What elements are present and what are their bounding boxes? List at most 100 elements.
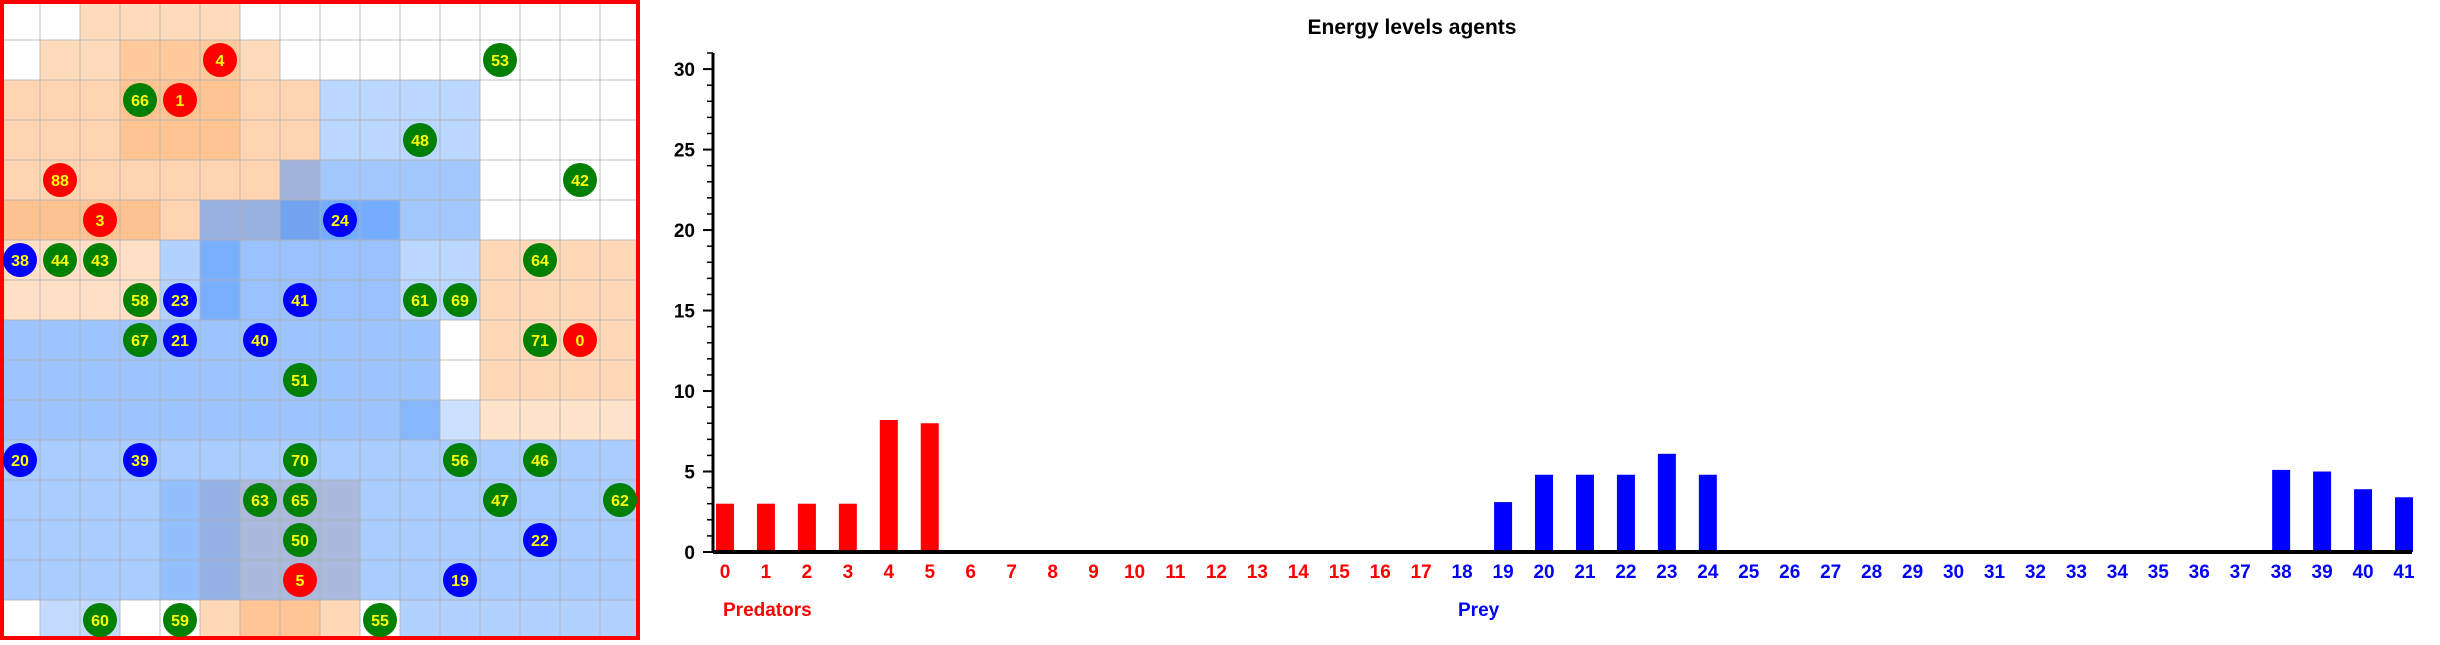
agent-id-label: 47 [491, 493, 509, 510]
x-tick-label: 27 [1820, 562, 1841, 583]
bar-agent-22 [1616, 474, 1635, 552]
agent-id-label: 38 [11, 253, 29, 270]
plant-marker [403, 123, 437, 157]
prey-agent: 39 [123, 443, 157, 477]
plant-agent: 67 [123, 323, 157, 357]
plant-marker [563, 163, 597, 197]
x-tick-label: 16 [1370, 562, 1391, 583]
y-tick-label: 30 [674, 60, 695, 81]
plant-marker [483, 483, 517, 517]
prey-marker [3, 243, 37, 277]
x-tick-label: 17 [1411, 562, 1432, 583]
agent-id-label: 66 [131, 93, 149, 110]
plant-agent: 51 [283, 363, 317, 397]
agent-id-label: 1 [176, 93, 185, 110]
predator-agent: 88 [43, 163, 77, 197]
x-tick-label: 6 [965, 562, 976, 583]
x-tick-label: 9 [1088, 562, 1099, 583]
prey-agent: 21 [163, 323, 197, 357]
agent-id-label: 46 [531, 453, 549, 470]
plant-marker [523, 443, 557, 477]
x-tick-label: 38 [2271, 562, 2292, 583]
prey-agent: 23 [163, 283, 197, 317]
plant-agent: 56 [443, 443, 477, 477]
energy-chart: Energy levels agents Predators Prey 0 5 10… [640, 0, 2440, 640]
grid-canvas: 4 53 66 1 48 88 42 3 24 38 44 43 64 58 23 41 61 69 67 21 40 7… [0, 0, 640, 640]
plant-agent: 59 [163, 603, 197, 637]
plant-agent: 46 [523, 443, 557, 477]
x-tick-label: 40 [2352, 562, 2373, 583]
agent-id-label: 88 [51, 173, 69, 190]
bar-agent-41 [2395, 497, 2413, 552]
plant-agent: 43 [83, 243, 117, 277]
plant-marker [43, 243, 77, 277]
agent-id-label: 60 [91, 613, 109, 630]
plant-agent: 66 [123, 83, 157, 117]
bar-agent-24 [1698, 474, 1717, 552]
x-tick-label: 19 [1493, 562, 1514, 583]
agent-id-label: 67 [131, 333, 149, 350]
x-tick-label: 4 [884, 562, 895, 583]
x-tick-label: 20 [1533, 562, 1554, 583]
group-label-predators: Predators [723, 600, 812, 621]
agent-id-label: 5 [296, 573, 305, 590]
y-tick-label: 20 [674, 221, 695, 242]
x-tick-label: 32 [2025, 562, 2046, 583]
bar-agent-2 [797, 503, 816, 552]
x-tick-label: 14 [1288, 562, 1310, 583]
predator-marker [163, 83, 197, 117]
agent-id-label: 58 [131, 293, 149, 310]
predator-agent: 3 [83, 203, 117, 237]
plant-marker [283, 483, 317, 517]
x-tick-label: 18 [1452, 562, 1473, 583]
bar-agent-19 [1494, 502, 1513, 552]
predator-agent: 5 [283, 563, 317, 597]
agent-id-label: 44 [51, 253, 69, 270]
chart-canvas: Energy levels agents Predators Prey 0510… [674, 16, 2415, 621]
plant-agent: 53 [483, 43, 517, 77]
prey-agent: 41 [283, 283, 317, 317]
agent-id-label: 55 [371, 613, 389, 630]
bar-agent-40 [2354, 489, 2373, 552]
agent-id-label: 40 [251, 333, 269, 350]
plant-marker [83, 603, 117, 637]
prey-marker [163, 283, 197, 317]
x-tick-label: 3 [843, 562, 854, 583]
x-tick-label: 33 [2066, 562, 2087, 583]
plant-agent: 44 [43, 243, 77, 277]
prey-agent: 20 [3, 443, 37, 477]
agent-id-label: 42 [571, 173, 589, 190]
predator-agent: 4 [203, 43, 237, 77]
plant-marker [123, 323, 157, 357]
x-tick-label: 41 [2393, 562, 2415, 583]
prey-marker [283, 283, 317, 317]
agent-id-label: 53 [491, 53, 509, 70]
prey-agent: 38 [3, 243, 37, 277]
prey-marker [3, 443, 37, 477]
y-tick-label: 15 [674, 302, 696, 323]
y-tick-label: 5 [684, 463, 695, 484]
plant-agent: 55 [363, 603, 397, 637]
plant-marker [123, 283, 157, 317]
plant-agent: 70 [283, 443, 317, 477]
x-tick-label: 11 [1165, 562, 1186, 583]
prey-agent: 19 [443, 563, 477, 597]
agent-id-label: 65 [291, 493, 309, 510]
agent-id-label: 61 [411, 293, 429, 310]
agent-id-label: 62 [611, 493, 629, 510]
agent-id-label: 50 [291, 533, 309, 550]
x-tick-label: 28 [1861, 562, 1882, 583]
agent-id-label: 69 [451, 293, 469, 310]
water-region [0, 320, 440, 440]
prey-agent: 22 [523, 523, 557, 557]
plant-marker [283, 443, 317, 477]
agent-id-label: 22 [531, 533, 549, 550]
x-tick-label: 8 [1047, 562, 1058, 583]
bar-agent-3 [838, 503, 857, 552]
plant-agent: 62 [603, 483, 637, 517]
x-tick-label: 23 [1656, 562, 1677, 583]
agent-id-label: 43 [91, 253, 109, 270]
agent-id-label: 41 [291, 293, 309, 310]
x-tick-label: 10 [1124, 562, 1145, 583]
x-tick-label: 5 [924, 562, 935, 583]
